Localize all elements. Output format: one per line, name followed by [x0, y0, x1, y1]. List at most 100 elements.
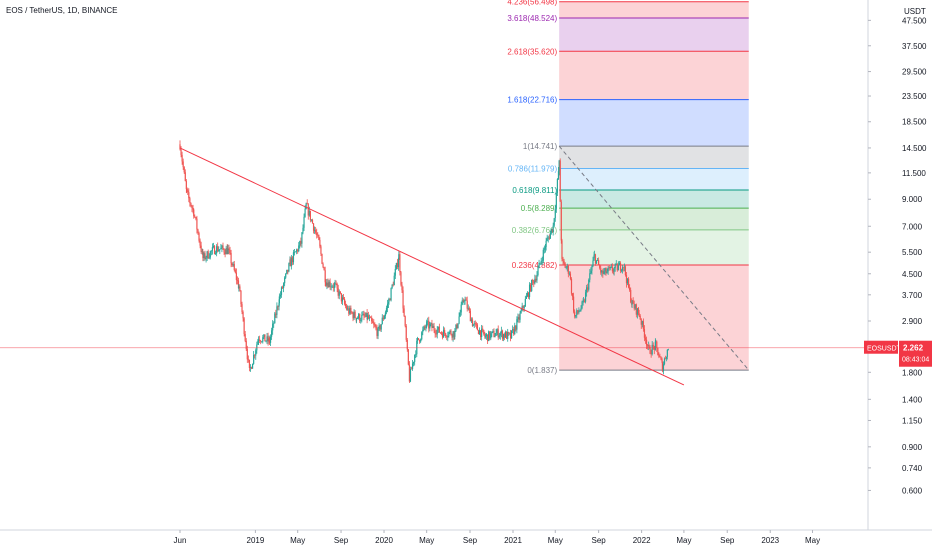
candle-body	[367, 315, 370, 319]
candle-body	[448, 332, 450, 336]
candle-body	[347, 308, 349, 310]
candle-body	[296, 249, 298, 252]
candle-body	[532, 279, 534, 281]
price-tick-label: 7.000	[902, 222, 923, 231]
candle-body	[409, 368, 412, 382]
candle-body	[411, 363, 414, 369]
candle-body	[365, 312, 367, 317]
candle-body	[638, 313, 640, 316]
candle-body	[342, 297, 345, 299]
candle-body	[560, 201, 562, 241]
candle-body	[259, 339, 261, 341]
candle-body	[380, 324, 382, 330]
candle-body	[393, 275, 395, 286]
candle-body	[364, 316, 366, 317]
candle-body	[491, 331, 493, 334]
candle-body	[312, 223, 315, 231]
candle-body	[368, 317, 371, 319]
candle-body	[427, 320, 429, 322]
candle-body	[201, 251, 203, 252]
candle-body	[345, 303, 347, 307]
candle-body	[623, 266, 625, 268]
candle-body	[420, 339, 422, 342]
candle-body	[437, 326, 439, 330]
candle-body	[350, 307, 352, 312]
candle-body	[314, 229, 316, 231]
price-tick-label: 5.500	[902, 248, 923, 257]
candle-body	[488, 331, 490, 342]
candle-body	[309, 210, 311, 221]
candle-body	[458, 316, 460, 324]
candle-body	[528, 284, 531, 297]
candle-body	[444, 329, 446, 334]
candle-body	[194, 216, 196, 218]
candle-body	[655, 341, 657, 343]
candle-body	[362, 313, 364, 315]
candle-body	[582, 300, 585, 302]
candle-body	[593, 254, 595, 256]
candle-body	[181, 154, 183, 162]
candle-body	[289, 259, 291, 267]
candle-body	[460, 304, 462, 313]
candle-body	[465, 299, 467, 301]
time-axis[interactable]: Jun 2019 May Sep 2020 May Sep 2021 May Sep 2022 May…	[0, 529, 932, 545]
candle-body	[441, 333, 444, 338]
candle-body	[549, 232, 551, 239]
candle-body	[304, 208, 306, 217]
candle-body	[274, 313, 276, 324]
candle-body	[626, 278, 629, 284]
candle-body	[329, 281, 331, 287]
candle-body	[229, 250, 231, 253]
unit-label-bg	[900, 6, 926, 17]
candle-body	[459, 312, 461, 317]
fib-projection[interactable]: 4.236(56.498) 3.618(48.524) 2.618(35.620) 1…	[507, 0, 750, 375]
candle-body	[611, 266, 613, 272]
price-tick-label: 0.740	[902, 464, 923, 473]
candle-body	[516, 319, 518, 330]
candle-body	[381, 317, 383, 325]
candle-body	[497, 329, 499, 338]
candle-body	[322, 263, 324, 268]
candle-body	[449, 330, 451, 333]
candle-body	[583, 300, 586, 302]
candle-body	[238, 286, 240, 289]
candle-body	[333, 284, 335, 288]
time-tick-label: May	[548, 536, 563, 545]
candle-body	[629, 287, 631, 291]
candle-body	[579, 310, 581, 312]
candle-body	[466, 300, 468, 309]
candle-body	[382, 317, 384, 320]
candle-body	[311, 219, 314, 224]
price-tick-label: 37.500	[902, 42, 927, 51]
time-tick-label: 2020	[375, 536, 393, 545]
candle-body	[501, 330, 504, 339]
candle-body	[568, 273, 570, 275]
candle-body	[379, 325, 381, 330]
price-axis[interactable]: 47.500 37.500 29.500 23.500 18.500 14.500 11.5…	[864, 0, 932, 530]
candle-body	[231, 263, 233, 266]
candle-body	[457, 323, 459, 328]
candle-body	[341, 297, 344, 302]
candle-body	[419, 339, 421, 342]
candle-body	[288, 263, 290, 272]
candle-body	[435, 333, 437, 335]
candle-body	[487, 334, 489, 342]
candle-body	[652, 344, 654, 347]
candle-body	[472, 324, 474, 327]
candle-body	[578, 311, 580, 313]
candle-body	[601, 270, 603, 273]
fib-level-label: 0.382(6.766)	[512, 226, 558, 235]
candle-body	[498, 335, 500, 338]
candle-body	[564, 263, 566, 268]
candle-body	[499, 333, 501, 336]
candle-body	[263, 334, 265, 338]
candle-body	[438, 326, 440, 333]
candle-body	[192, 207, 194, 210]
candle-body	[266, 336, 268, 341]
candle-body	[618, 263, 621, 266]
candle-body	[656, 341, 658, 348]
overlays[interactable]	[0, 147, 868, 386]
candle-body	[335, 283, 337, 284]
candle-body	[373, 323, 375, 325]
